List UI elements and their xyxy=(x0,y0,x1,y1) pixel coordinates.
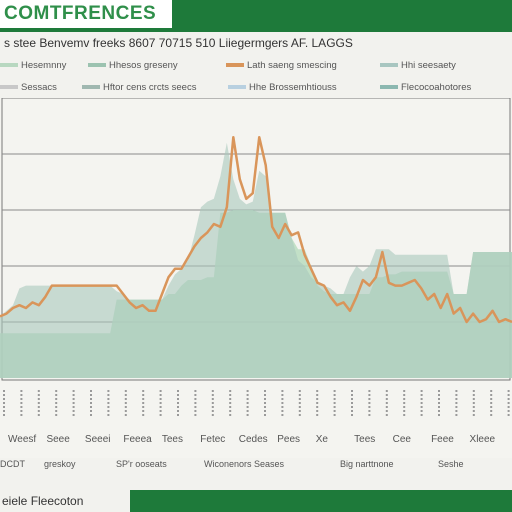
legend-label: Hftor cens crcts seecs xyxy=(103,82,197,93)
legend-label: SP'r ooseats xyxy=(116,459,167,469)
legend-item: Big narttnone xyxy=(340,459,394,469)
legend-item: Wiconenors Seases xyxy=(204,459,284,469)
legend-item: greskoy xyxy=(44,459,76,469)
legend-mid: Sessacs Hftor cens crcts seecs Hhe Bross… xyxy=(0,80,512,96)
footer-label: eiele Fleecoton xyxy=(2,494,84,508)
x-tick-label: Seeei xyxy=(85,434,111,445)
legend-label: Hhi seesaety xyxy=(401,60,456,71)
x-tick-label: Pees xyxy=(277,434,300,445)
page-title: COMTFRENCES xyxy=(4,3,157,24)
x-tick-label: Xleee xyxy=(470,434,496,445)
legend-swatch xyxy=(228,85,246,90)
footer-bar: eiele Fleecoton xyxy=(0,490,512,512)
chart-svg: Weesf Seee Seeei Feeea Tees Fetec Cedes Pees Xe T… xyxy=(0,98,512,458)
title-bar: COMTFRENCES xyxy=(0,0,512,32)
legend-item: Hesemnny xyxy=(0,60,66,71)
plot-frame xyxy=(1,98,511,381)
x-tick-label: Xe xyxy=(316,434,329,445)
legend-item: Sessacs xyxy=(0,82,57,93)
legend-item: Hhe Brossemhtiouss xyxy=(228,82,337,93)
legend-swatch xyxy=(380,63,398,68)
legend-swatch xyxy=(0,85,18,90)
x-tick-label: Fetec xyxy=(200,434,225,445)
chart-area: Weesf Seee Seeei Feeea Tees Fetec Cedes Pees Xe T… xyxy=(0,98,512,458)
x-tick-label: Feee xyxy=(431,434,454,445)
legend-label: Hhesos greseny xyxy=(109,60,178,71)
legend-label: Hesemnny xyxy=(21,60,67,71)
legend-label: Sessacs xyxy=(21,82,57,93)
legend-bottom: DCDT greskoy SP'r ooseats Wiconenors Sea… xyxy=(0,458,512,472)
legend-label: greskoy xyxy=(44,459,76,469)
legend-label: Hhe Brossemhtiouss xyxy=(249,82,337,93)
title-accent-bar xyxy=(172,0,512,28)
legend-swatch xyxy=(226,63,244,68)
legend-label: Lath saeng smescing xyxy=(247,60,337,71)
x-tick-label: Tees xyxy=(354,434,375,445)
x-tick-label: Cedes xyxy=(239,434,268,445)
chart-subtitle: s stee Benvemv freeks 8607 70715 510 Lii… xyxy=(4,36,353,50)
legend-item: Hhesos greseny xyxy=(88,60,178,71)
legend-label: DCDT xyxy=(0,459,25,469)
legend-swatch xyxy=(0,63,18,68)
legend-item: Lath saeng smescing xyxy=(226,60,337,71)
legend-item: Hhi seesaety xyxy=(380,60,456,71)
legend-label: Wiconenors Seases xyxy=(204,459,285,469)
x-tick-label: Cee xyxy=(393,434,412,445)
x-tick-label: Feeea xyxy=(123,434,152,445)
line-series-2 xyxy=(0,135,512,324)
legend-item: Hftor cens crcts seecs xyxy=(82,82,196,93)
footer-label-box: eiele Fleecoton xyxy=(0,490,130,512)
x-tick-label: Tees xyxy=(162,434,183,445)
legend-label: Seshe xyxy=(438,459,464,469)
legend-top: Hesemnny Hhesos greseny Lath saeng smesc… xyxy=(0,58,512,74)
x-tick-label: Weesf xyxy=(8,434,36,445)
legend-swatch xyxy=(380,85,398,90)
legend-item: SP'r ooseats xyxy=(116,459,167,469)
legend-item: Flecocoahotores xyxy=(380,82,471,93)
x-tick-label: Seee xyxy=(46,434,70,445)
legend-item: DCDT xyxy=(0,459,25,469)
area-series-1 xyxy=(0,142,512,378)
legend-label: Big narttnone xyxy=(340,459,394,469)
legend-item: Seshe xyxy=(438,459,464,469)
legend-swatch xyxy=(82,85,100,90)
legend-swatch xyxy=(88,63,106,68)
legend-label: Flecocoahotores xyxy=(401,82,472,93)
